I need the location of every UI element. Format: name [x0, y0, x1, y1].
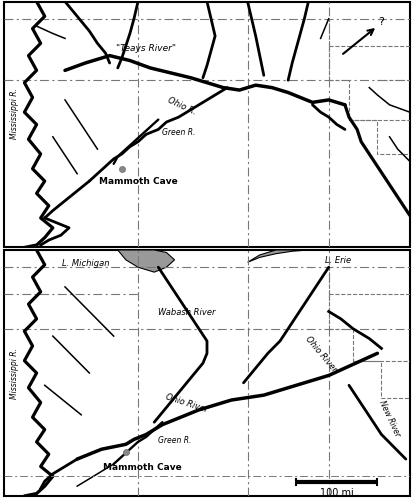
Text: Green R.: Green R.: [158, 435, 191, 444]
Polygon shape: [114, 250, 174, 273]
Polygon shape: [247, 250, 320, 263]
Text: Ohio River: Ohio River: [302, 334, 337, 373]
Text: ?: ?: [377, 17, 383, 27]
Text: Mammoth Cave: Mammoth Cave: [102, 461, 181, 470]
Text: Green R.: Green R.: [162, 128, 195, 137]
Text: Mammoth Cave: Mammoth Cave: [98, 177, 177, 186]
Text: New River: New River: [376, 398, 401, 437]
Text: L. Erie: L. Erie: [324, 256, 350, 265]
Text: Mississippi R.: Mississippi R.: [10, 88, 19, 138]
Text: Ohio R.: Ohio R.: [166, 95, 197, 116]
Text: "Teays River": "Teays River": [116, 44, 176, 53]
Text: Wabash River: Wabash River: [158, 308, 215, 316]
Text: L. Michigan: L. Michigan: [62, 259, 109, 267]
Text: Ohio River: Ohio River: [164, 392, 209, 414]
Text: Mississippi R.: Mississippi R.: [10, 348, 19, 399]
Text: 100 mi: 100 mi: [319, 487, 353, 497]
